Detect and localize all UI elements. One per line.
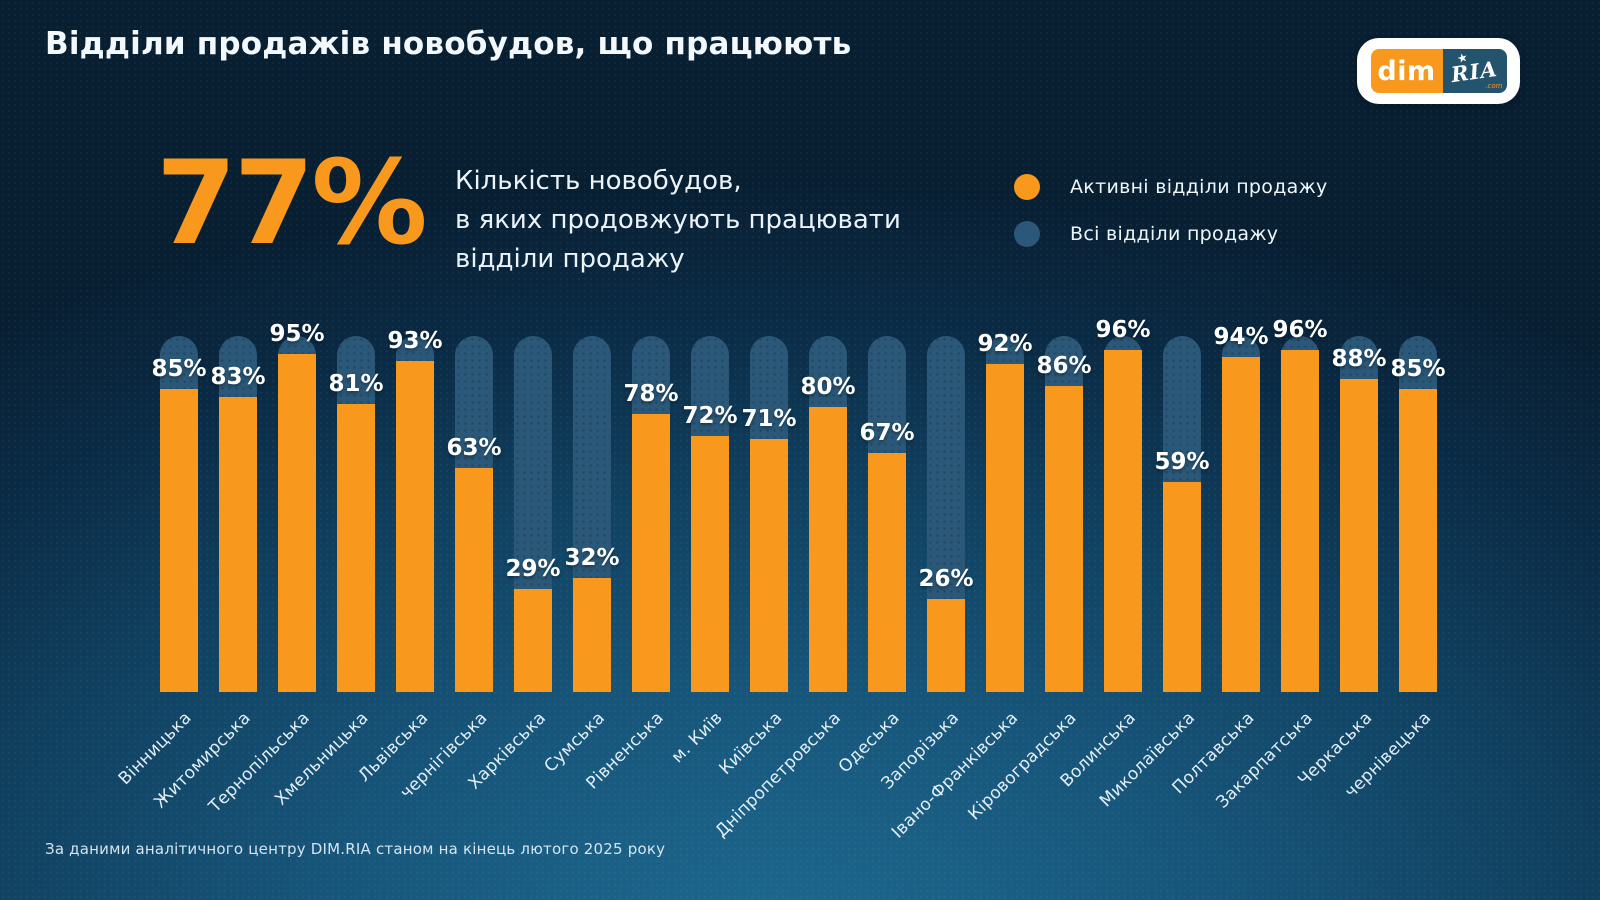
bar-value-label: 67% xyxy=(859,420,915,447)
bar-value-label: 80% xyxy=(800,374,856,401)
legend-swatch-active xyxy=(1014,174,1040,200)
dim-logo-part: dim xyxy=(1370,49,1443,93)
highlight-description-line: відділи продажу xyxy=(455,244,685,274)
bar-active-fill xyxy=(573,578,611,692)
bar-active-fill xyxy=(1045,385,1083,692)
bar-value-label: 59% xyxy=(1154,448,1210,475)
highlight-description-line: в яких продовжують працювати xyxy=(455,205,901,235)
bar-active-fill xyxy=(514,588,552,692)
bar-value-label: 93% xyxy=(387,327,443,354)
bar-column: 85% Вінницька xyxy=(115,336,207,789)
legend-item-active: Активні відділи продажу xyxy=(1014,172,1328,202)
bar-active-fill xyxy=(691,435,729,692)
bar-column: 83% Житомирська xyxy=(151,336,266,812)
bar-column: 80% Дніпропетровська xyxy=(712,336,856,842)
bar-value-label: 86% xyxy=(1036,352,1092,379)
bar-value-label: 92% xyxy=(977,331,1033,358)
chart-legend: Активні відділи продажу Всі відділи прод… xyxy=(1014,172,1328,266)
highlight-percentage: 77% xyxy=(156,136,428,271)
bar-value-label: 85% xyxy=(151,356,207,383)
bar-value-label: 72% xyxy=(682,402,738,429)
bar-active-fill xyxy=(337,403,375,692)
legend-swatch-all xyxy=(1014,221,1040,247)
bar-column: 88% Черкаська xyxy=(1294,336,1387,790)
highlight-description: Кількість новобудов, в яких продовжують … xyxy=(455,162,901,279)
bar-column: 81% Хмельницька xyxy=(272,336,384,810)
bar-category-label: Кіровоградська xyxy=(964,708,1082,825)
bar-column: 26% Запорізька xyxy=(878,336,974,794)
highlight-description-line: Кількість новобудов, xyxy=(455,166,742,196)
bar-active-fill xyxy=(750,439,788,692)
bar-active-fill xyxy=(809,407,847,692)
bar-value-label: 96% xyxy=(1272,317,1328,344)
bar-column: 85% чернівецька xyxy=(1341,336,1446,802)
bar-value-label: 94% xyxy=(1213,324,1269,351)
bar-column: 96% Закарпатська xyxy=(1213,317,1328,812)
bar-column: 67% Одеська xyxy=(835,336,915,777)
bar-value-label: 26% xyxy=(918,566,974,593)
bar-column: 78% Рівненська xyxy=(583,336,679,793)
bar-category-label: м. Київ xyxy=(668,708,728,768)
bar-column: 29% Харківська xyxy=(465,336,561,794)
bar-value-label: 32% xyxy=(564,545,620,572)
bar-active-fill xyxy=(986,364,1024,692)
com-suffix: .com xyxy=(1485,82,1503,90)
legend-label-all: Всі відділи продажу xyxy=(1070,223,1279,245)
bar-active-fill xyxy=(219,396,257,692)
bar-column: 72% м. Київ xyxy=(668,336,738,767)
bar-value-label: 96% xyxy=(1095,317,1151,344)
bar-column: 92% Івано-Франківська xyxy=(888,331,1033,842)
bar-active-fill xyxy=(1281,350,1319,692)
bar-active-fill xyxy=(632,414,670,692)
bar-column: 59% Миколаївська xyxy=(1096,336,1210,811)
bar-value-label: 71% xyxy=(741,406,797,433)
ria-logo-part: ★ RIA .com xyxy=(1442,49,1507,93)
bar-value-label: 63% xyxy=(446,434,502,461)
source-note: За даними аналітичного центру DIM.RIA ст… xyxy=(45,840,666,858)
bar-column: 86% Кіровоградська xyxy=(965,336,1092,824)
bar-column: 63% чернігівська xyxy=(396,336,502,803)
bar-column: 94% Полтавська xyxy=(1168,324,1268,798)
bar-value-label: 78% xyxy=(623,381,679,408)
bar-active-fill xyxy=(1163,481,1201,692)
bar-active-fill xyxy=(396,360,434,692)
legend-label-active: Активні відділи продажу xyxy=(1070,176,1328,198)
bar-active-fill xyxy=(160,389,198,692)
bar-active-fill xyxy=(1340,378,1378,692)
bar-value-label: 83% xyxy=(210,363,266,390)
bar-category-label: Тернопільська xyxy=(205,708,315,817)
bar-value-label: 29% xyxy=(505,555,561,582)
bar-column: 93% Львівська xyxy=(354,328,442,786)
bar-active-fill xyxy=(927,599,965,692)
bar-value-label: 95% xyxy=(269,320,325,347)
bar-active-fill xyxy=(1222,357,1260,692)
bar-column: 71% Київська xyxy=(715,336,797,779)
bar-chart: 85% Вінницька 83% Житомирська 95% Тернопільсь… xyxy=(115,317,1446,842)
bar-active-fill xyxy=(278,353,316,692)
page-title: Відділи продажів новобудов, що працюють xyxy=(45,26,852,62)
dim-logo-text: dim xyxy=(1377,55,1436,87)
bar-column: 32% Сумська xyxy=(541,336,620,777)
bar-active-fill xyxy=(1104,350,1142,692)
bar-active-fill xyxy=(1399,389,1437,692)
bar-value-label: 81% xyxy=(328,370,384,397)
bar-active-fill xyxy=(455,467,493,692)
bar-active-fill xyxy=(868,453,906,692)
bar-value-label: 85% xyxy=(1390,356,1446,383)
bar-column: 96% Волинська xyxy=(1057,317,1151,791)
legend-item-all: Всі відділи продажу xyxy=(1014,219,1328,249)
bar-column: 95% Тернопільська xyxy=(205,321,324,817)
bar-value-label: 88% xyxy=(1331,345,1387,372)
dimria-logo[interactable]: dim ★ RIA .com xyxy=(1357,38,1520,104)
